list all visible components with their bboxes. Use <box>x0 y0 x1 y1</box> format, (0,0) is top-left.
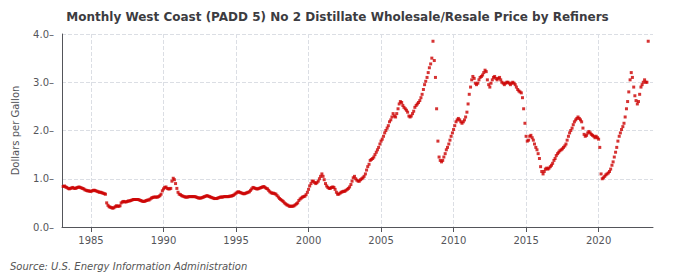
svg-text:1.0–: 1.0– <box>33 173 54 184</box>
svg-text:Monthly West Coast (PADD 5) No: Monthly West Coast (PADD 5) No 2 Distill… <box>66 10 608 24</box>
svg-text:2020: 2020 <box>586 235 611 246</box>
svg-text:4.0–: 4.0– <box>33 29 54 40</box>
svg-text:2000: 2000 <box>296 235 321 246</box>
svg-text:2005: 2005 <box>368 235 393 246</box>
svg-text:1995: 1995 <box>223 235 248 246</box>
svg-text:Source: U.S. Energy Informatio: Source: U.S. Energy Information Administ… <box>10 261 247 272</box>
svg-text:2015: 2015 <box>513 235 538 246</box>
svg-text:1985: 1985 <box>78 235 103 246</box>
svg-text:1990: 1990 <box>151 235 176 246</box>
svg-text:Dollars per Gallon: Dollars per Gallon <box>10 86 21 176</box>
svg-text:0.0–: 0.0– <box>33 222 54 233</box>
svg-text:2010: 2010 <box>441 235 466 246</box>
svg-text:2.0–: 2.0– <box>33 125 54 136</box>
svg-text:3.0–: 3.0– <box>33 77 54 88</box>
